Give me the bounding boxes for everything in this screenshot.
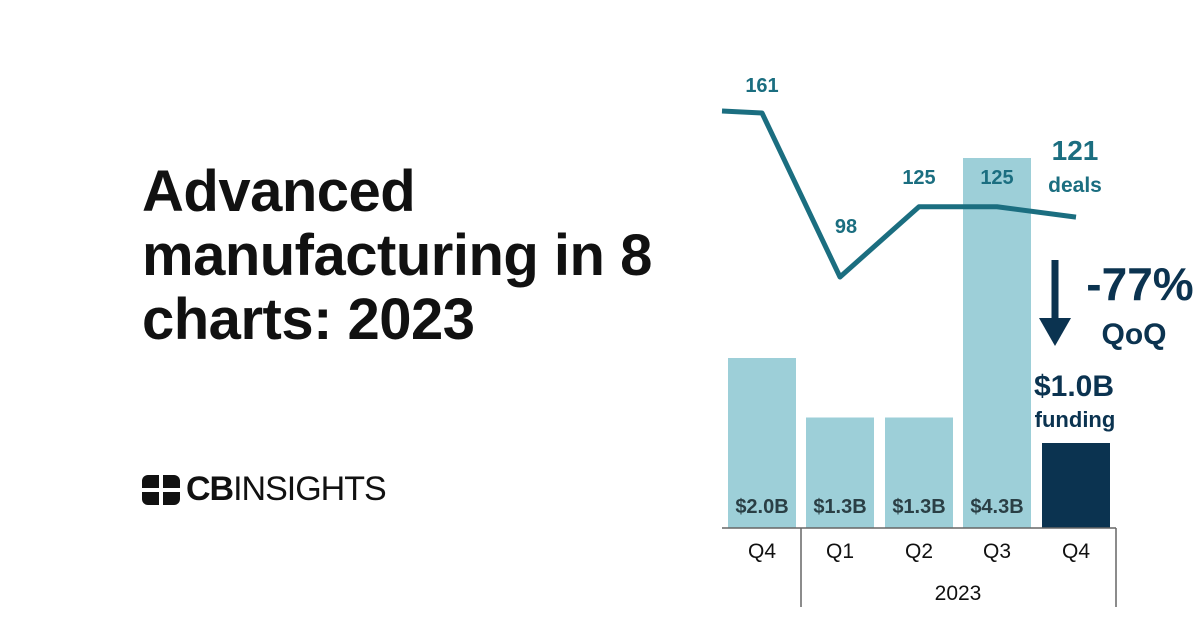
page-title: Advanced manufacturing in 8 charts: 2023: [142, 159, 652, 352]
bar-2: [885, 417, 953, 528]
funding-unit-label: funding: [1035, 407, 1116, 432]
deal-count-label: 125: [980, 167, 1013, 189]
bar-value-label: $4.3B: [970, 496, 1023, 518]
year-label: 2023: [935, 582, 982, 605]
deal-count-label: 161: [745, 75, 778, 97]
bar-value-label: $1.0B: [1034, 370, 1114, 403]
change-percent: -77%: [1086, 258, 1193, 310]
bar-3: [963, 158, 1031, 528]
bar-value-label: $1.3B: [813, 496, 866, 518]
bar-value-label: $2.0B: [735, 496, 788, 518]
x-tick-label: Q2: [905, 540, 933, 563]
cb-insights-logo: CBINSIGHTS: [142, 470, 387, 509]
deals-unit-label: deals: [1048, 174, 1102, 197]
x-tick-label: Q4: [1062, 540, 1090, 563]
deal-count-label: 121: [1052, 135, 1099, 166]
bar-1: [806, 417, 874, 528]
bar-value-label: $1.3B: [892, 496, 945, 518]
x-tick-label: Q1: [826, 540, 854, 563]
change-period: QoQ: [1102, 318, 1167, 351]
bar-0: [728, 358, 796, 528]
deal-count-label: 98: [835, 216, 857, 238]
deal-count-label: 125: [902, 167, 935, 189]
logo-text-bold: CB: [186, 470, 234, 508]
bar-4: [1042, 443, 1110, 528]
cb-insights-logo-icon: [142, 474, 180, 505]
logo-text-light: INSIGHTS: [233, 470, 387, 508]
down-arrow-icon: [1039, 260, 1071, 346]
deals-line: [721, 108, 1077, 280]
x-tick-label: Q3: [983, 540, 1011, 563]
x-tick-label: Q4: [748, 540, 776, 563]
